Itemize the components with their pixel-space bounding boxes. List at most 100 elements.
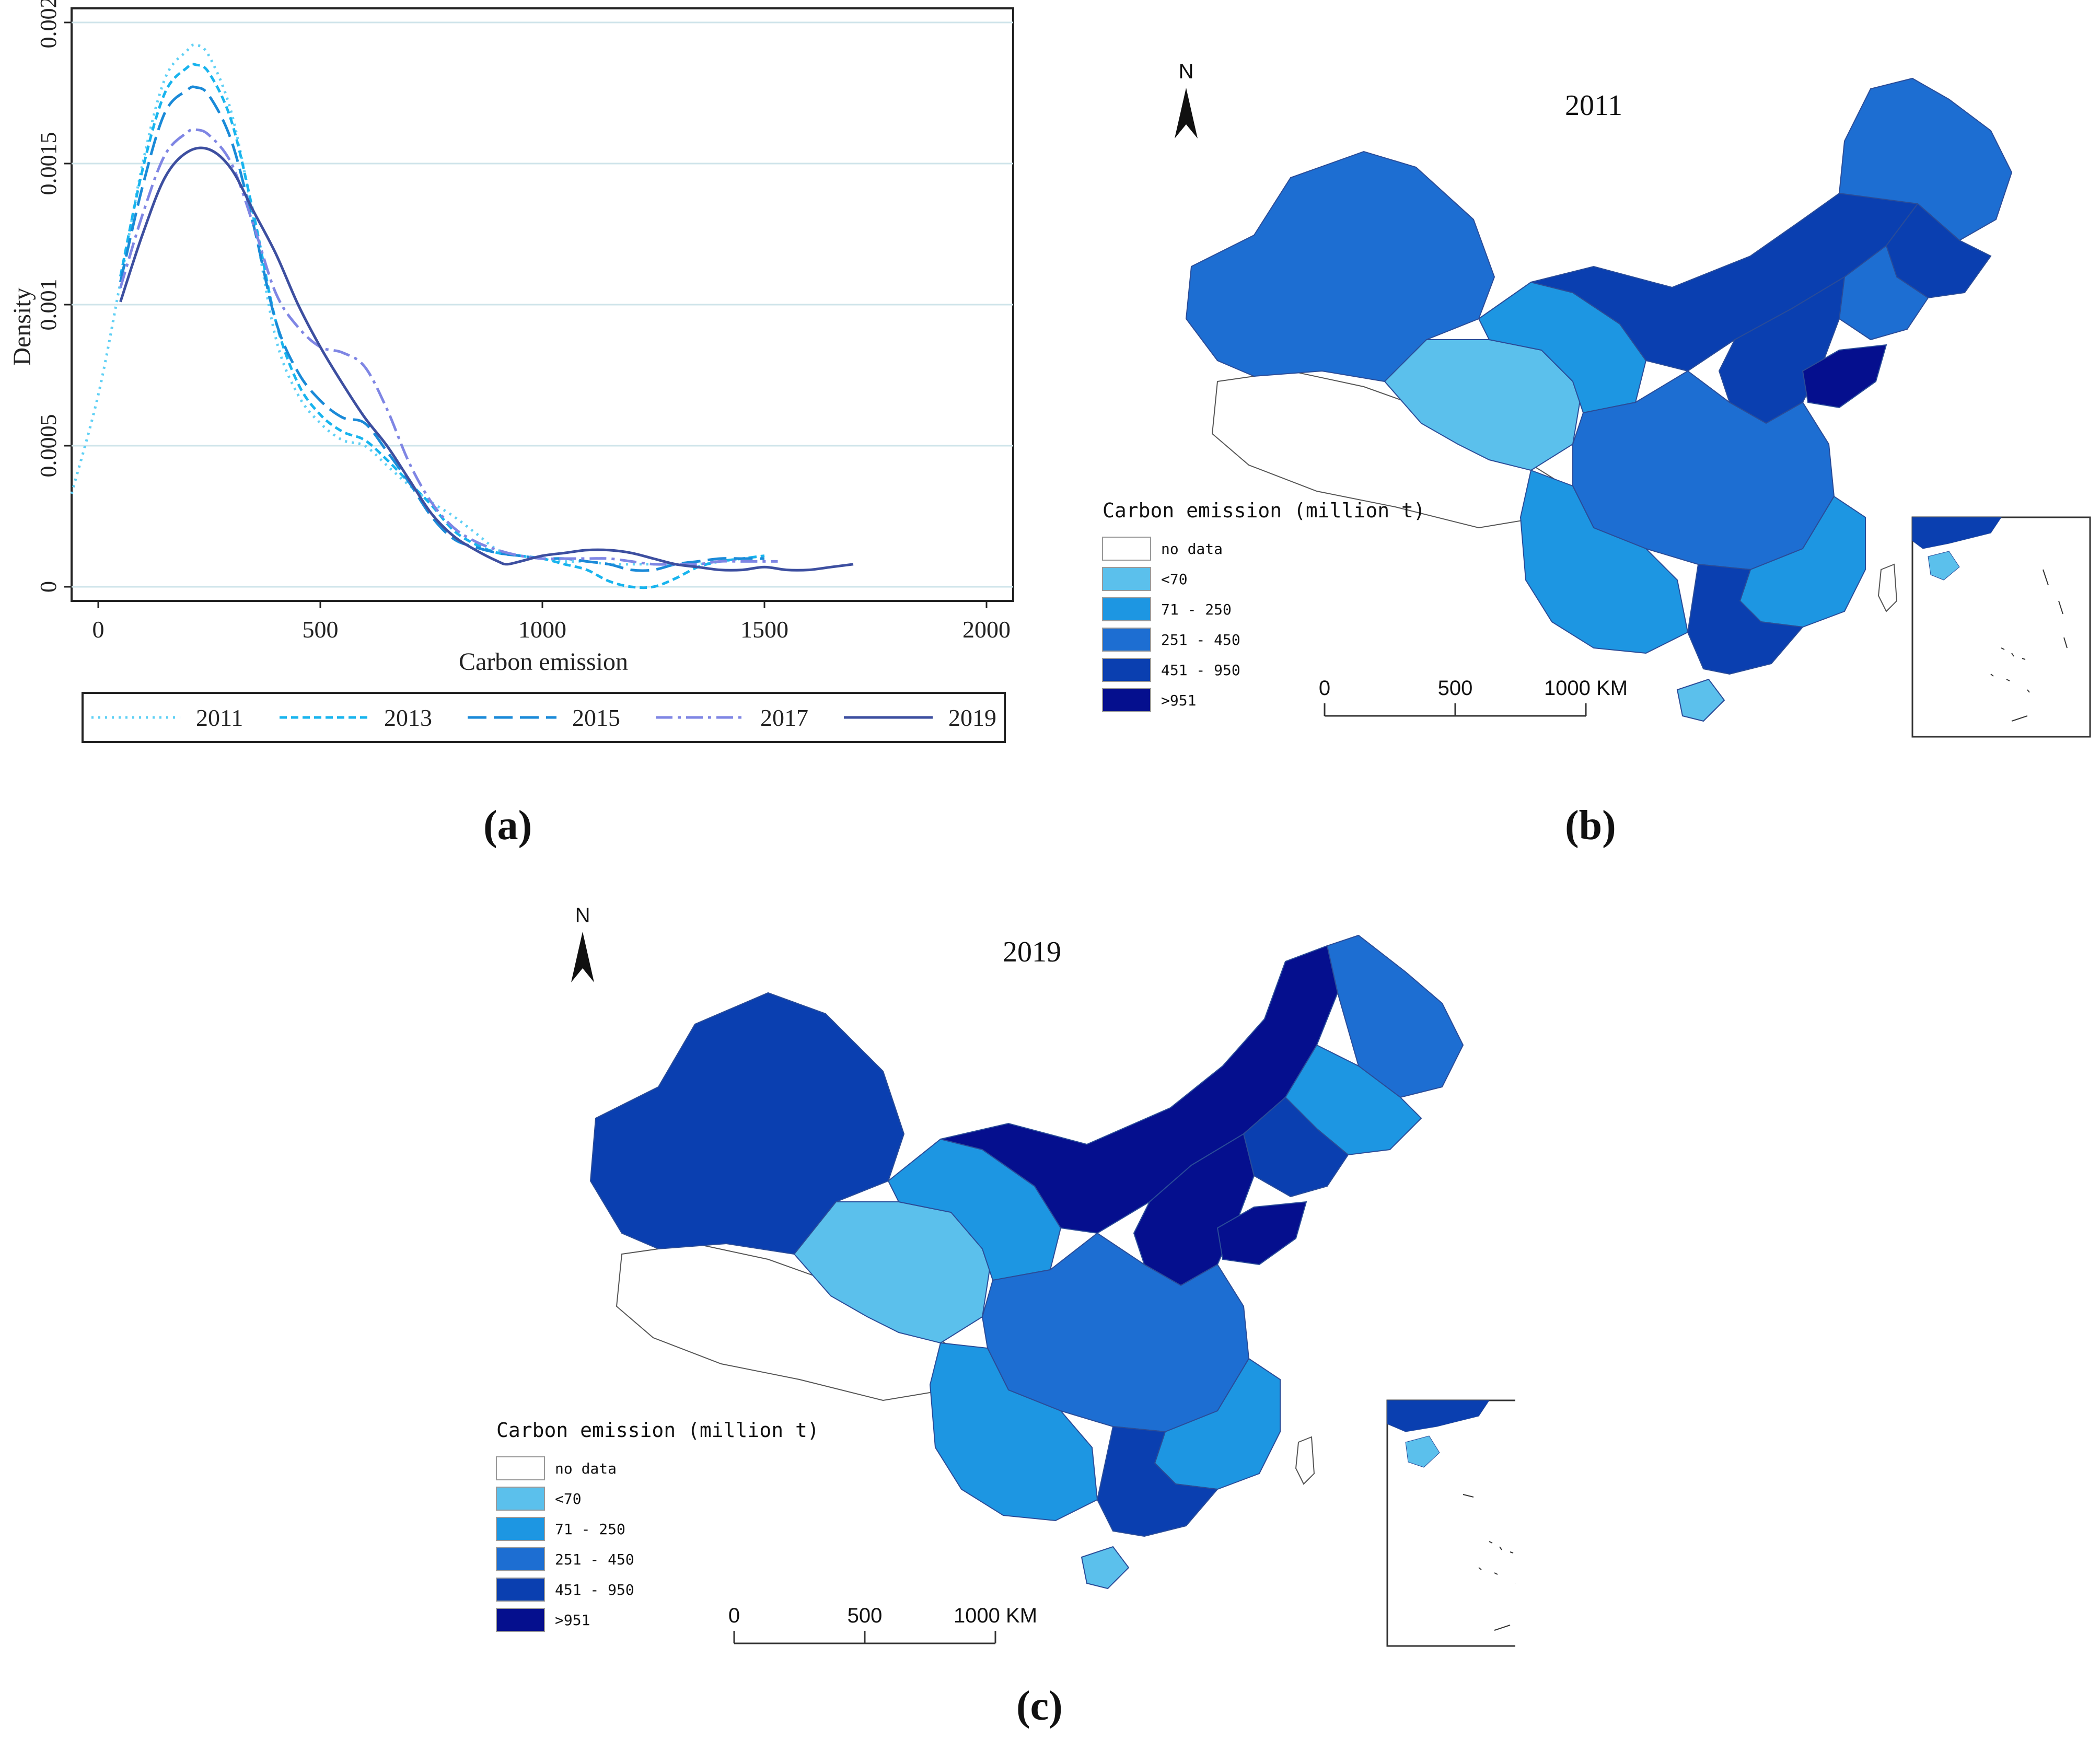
legend-swatch: [1102, 567, 1151, 591]
legend-swatch: [1102, 597, 1151, 621]
inset-hainan: [1405, 1435, 1440, 1468]
y-tick-label: 0.0005: [36, 414, 61, 478]
legend-swatch: [1102, 658, 1151, 682]
south-china-sea-inset: [1386, 1399, 1515, 1647]
scale-label: 0: [728, 1604, 740, 1627]
scale-bar: 0 500 1000 KM: [728, 1604, 1037, 1644]
north-arrow-icon: [571, 932, 594, 982]
region-southwest: [1519, 469, 1689, 654]
legend-swatch: [496, 1487, 545, 1511]
north-label: N: [1179, 60, 1194, 83]
y-tick-label: 0.0015: [36, 132, 61, 195]
north-arrow: N: [1175, 60, 1198, 138]
legend-label: >951: [555, 1612, 590, 1629]
region-southwest: [929, 1342, 1098, 1522]
legend-swatch: [496, 1517, 545, 1541]
series-line-2013: [119, 63, 765, 589]
scale-label: 500: [848, 1604, 883, 1627]
scale-bar: 0 500 1000 KM: [1319, 677, 1628, 717]
inset-islands: [1990, 569, 2068, 722]
y-axis-label: Density: [8, 287, 36, 365]
north-arrow: N: [571, 904, 594, 982]
legend-swatch: [1102, 537, 1151, 561]
y-tick-label: 0.001: [36, 279, 61, 331]
inset-mainland: [1387, 1400, 1490, 1432]
legend-swatch: [1102, 628, 1151, 652]
map-regions: [1185, 77, 2013, 722]
x-tick-label: 2000: [962, 616, 1011, 643]
legend-label: 451 - 950: [1161, 662, 1240, 679]
north-arrow-icon: [1175, 88, 1198, 138]
region-hainan: [1676, 678, 1725, 722]
series-line-2015: [119, 85, 764, 572]
region-hainan: [1081, 1546, 1130, 1590]
inset-islands: [1463, 1494, 1515, 1631]
region-guangdong: [1096, 1425, 1219, 1537]
region-taiwan: [1295, 1436, 1315, 1485]
legend-label: 251 - 450: [555, 1551, 634, 1568]
panel-a-label: (a): [483, 803, 532, 849]
legend-swatch: [496, 1578, 545, 1602]
series-line-2019: [119, 146, 854, 572]
map-year: 2019: [1003, 936, 1061, 968]
legend-swatch: [496, 1456, 545, 1480]
scale-label: 0: [1319, 677, 1330, 700]
region-liaoning: [1243, 1096, 1349, 1198]
x-axis-label: Carbon emission: [459, 648, 628, 676]
region-taiwan: [1877, 563, 1898, 612]
x-axis-ticks: 0 500 1000 1500 2000: [92, 601, 1011, 643]
legend-label: 2015: [572, 704, 620, 731]
legend-label: <70: [1161, 571, 1188, 588]
region-heilongjiang: [1326, 934, 1464, 1098]
region-shandong: [1216, 1201, 1307, 1266]
legend-title: Carbon emission (million t): [1103, 499, 1425, 522]
region-guangdong: [1687, 563, 1804, 675]
scale-label: 500: [1438, 677, 1473, 700]
china-map-2019: N 2019 Carbon emission (million t) no dat…: [496, 904, 1515, 1647]
scale-label: 1000 KM: [954, 1604, 1037, 1627]
grid-lines: [72, 21, 1013, 588]
legend-swatch: [496, 1547, 545, 1571]
density-series: [70, 43, 854, 589]
legend-label: >951: [1161, 692, 1196, 709]
region-liaoning: [1838, 245, 1929, 341]
legend-label: 2011: [196, 704, 243, 731]
series-line-2017: [119, 127, 778, 566]
legend: 2011 2013 2015 2017 2019: [91, 704, 996, 731]
legend-label: 2019: [948, 704, 996, 731]
map-regions: [589, 934, 1464, 1590]
scale-label: 1000 KM: [1544, 677, 1628, 700]
legend-label: 71 - 250: [1161, 601, 1232, 618]
legend-label: no data: [555, 1460, 617, 1477]
legend-label: 251 - 450: [1161, 631, 1240, 648]
inset-frame: [1911, 516, 2091, 738]
map-year: 2011: [1565, 89, 1622, 122]
inset-frame: [1386, 1399, 1515, 1647]
y-axis-ticks: 0 0.0005 0.001 0.0015 0.002: [36, 0, 72, 593]
legend-label: 451 - 950: [555, 1581, 634, 1598]
legend-title: Carbon emission (million t): [496, 1419, 819, 1442]
map-legend: Carbon emission (million t) no data <70 71 …: [496, 1419, 819, 1632]
inset-mainland: [1912, 517, 2002, 549]
legend-swatch: [496, 1608, 545, 1632]
legend-label: no data: [1161, 540, 1223, 558]
inset-hainan: [1928, 551, 1960, 581]
china-map-2011: N 2011 Carbon emission (million t) no dat…: [1102, 60, 2091, 738]
legend-label: 2017: [760, 704, 808, 731]
x-tick-label: 1000: [518, 616, 566, 643]
legend-swatch: [1102, 688, 1151, 712]
north-label: N: [575, 904, 590, 927]
x-tick-label: 500: [303, 616, 339, 643]
x-tick-label: 0: [92, 616, 105, 643]
legend-label: <70: [555, 1490, 582, 1508]
region-shandong: [1802, 344, 1887, 409]
south-china-sea-inset: [1911, 516, 2091, 738]
legend-label: 71 - 250: [555, 1521, 625, 1538]
x-tick-label: 1500: [740, 616, 788, 643]
map-legend: Carbon emission (million t) no data <70 71 …: [1102, 499, 1425, 712]
density-chart: 0 0.0005 0.001 0.0015 0.002 0 500 1000 1500 2000…: [8, 0, 1014, 743]
y-tick-label: 0.002: [36, 0, 61, 49]
legend-label: 2013: [384, 704, 432, 731]
panel-c-label: (c): [1016, 1683, 1063, 1729]
y-tick-label: 0: [36, 581, 61, 593]
